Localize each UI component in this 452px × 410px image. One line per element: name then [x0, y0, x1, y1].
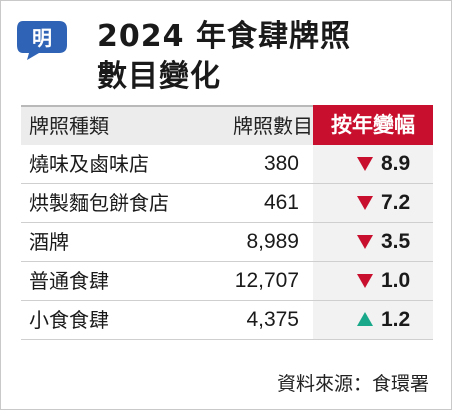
- table-body: 燒味及鹵味店 380 8.9 烘製麵包餅食店 461 7.2 酒牌 8,989 3.5 普通食肆 1…: [21, 145, 433, 340]
- table-row: 烘製麵包餅食店 461 7.2: [21, 184, 433, 223]
- logo-text: 明: [32, 26, 52, 50]
- table-row: 酒牌 8,989 3.5: [21, 223, 433, 262]
- header-count: 牌照數目: [233, 114, 313, 138]
- license-count-value: 461: [263, 191, 299, 214]
- change-cell: 8.9: [313, 145, 433, 183]
- license-count-value: 380: [263, 152, 299, 175]
- page-title: 2024 年食肆牌照 數目變化: [97, 17, 351, 97]
- table-header: 牌照種類 牌照數目 按年變幅: [21, 105, 433, 145]
- header-change: 按年變幅: [313, 105, 433, 145]
- change-cell: 7.2: [313, 184, 433, 222]
- change-value: 8.9: [381, 152, 411, 175]
- license-type-label: 酒牌: [29, 230, 69, 254]
- license-count-value: 8,989: [246, 230, 299, 253]
- header-type: 牌照種類: [29, 114, 109, 138]
- source-note: 資料來源：食環署: [276, 373, 429, 395]
- license-type-label: 烘製麵包餅食店: [29, 191, 169, 215]
- table-row: 小食食肆 4,375 1.2: [21, 301, 433, 340]
- table-row: 燒味及鹵味店 380 8.9: [21, 145, 433, 184]
- change-value: 3.5: [381, 230, 411, 253]
- triangle-down-icon: [357, 157, 373, 171]
- triangle-down-icon: [357, 274, 373, 288]
- change-cell: 1.2: [313, 301, 433, 339]
- speech-bubble-logo-icon: 明: [17, 21, 67, 60]
- change-value: 1.2: [381, 308, 411, 331]
- license-table: 牌照種類 牌照數目 按年變幅 燒味及鹵味店 380 8.9 烘製麵包餅食店 461 7.2…: [21, 105, 433, 340]
- title-line-2: 數目變化: [97, 59, 221, 94]
- table-row: 普通食肆 12,707 1.0: [21, 262, 433, 301]
- license-type-label: 燒味及鹵味店: [29, 152, 149, 176]
- newspaper-logo: 明: [15, 19, 71, 61]
- change-cell: 1.0: [313, 262, 433, 300]
- change-cell: 3.5: [313, 223, 433, 261]
- change-value: 7.2: [381, 191, 411, 214]
- title-line-1: 2024 年食肆牌照: [97, 19, 351, 54]
- license-type-label: 小食食肆: [29, 308, 109, 332]
- triangle-up-icon: [357, 312, 373, 326]
- license-type-label: 普通食肆: [29, 269, 109, 293]
- license-count-value: 12,707: [234, 269, 299, 292]
- triangle-down-icon: [357, 196, 373, 210]
- license-count-value: 4,375: [246, 308, 299, 331]
- change-value: 1.0: [381, 269, 411, 292]
- triangle-down-icon: [357, 235, 373, 249]
